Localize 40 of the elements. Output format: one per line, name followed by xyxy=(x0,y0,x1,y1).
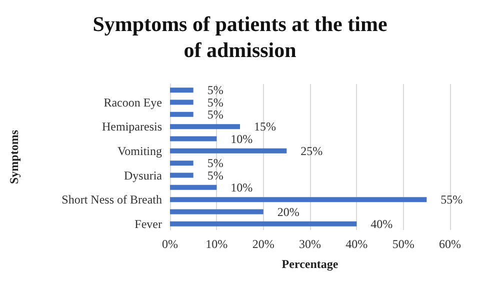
data-label: 5% xyxy=(207,83,224,98)
data-label: 5% xyxy=(207,95,224,110)
y-tick-label: Dysuria xyxy=(124,168,163,182)
data-label: 5% xyxy=(207,107,224,122)
x-tick-label: 10% xyxy=(206,237,228,251)
bar xyxy=(170,148,287,154)
bar xyxy=(170,209,264,214)
bar xyxy=(170,197,427,202)
bar xyxy=(170,172,194,178)
bar xyxy=(170,100,194,105)
data-label: 5% xyxy=(207,156,224,170)
bar xyxy=(170,221,357,226)
bar xyxy=(170,160,194,166)
bar xyxy=(170,124,240,130)
data-label: 20% xyxy=(277,204,300,219)
data-label: 10% xyxy=(230,132,253,146)
x-tick-label: 60% xyxy=(439,237,461,251)
bar xyxy=(170,136,217,142)
data-label: 15% xyxy=(254,120,276,134)
bar xyxy=(170,184,217,190)
data-label: 25% xyxy=(300,144,323,158)
x-tick-label: 30% xyxy=(299,237,321,251)
chart-title: Symptoms of patients at the time of admission xyxy=(92,12,388,62)
x-tick-label: 0% xyxy=(162,237,178,251)
data-label: 55% xyxy=(440,192,463,207)
y-tick-label: Racoon Eye xyxy=(104,95,162,110)
data-label: 10% xyxy=(230,180,253,194)
data-label: 40% xyxy=(370,216,393,231)
y-tick-label: Short Ness of Breath xyxy=(62,192,162,207)
x-tick-label: 40% xyxy=(346,237,368,251)
x-tick-label: 50% xyxy=(392,237,414,251)
y-axis-title: Symptoms xyxy=(7,130,21,184)
y-tick-label: Fever xyxy=(134,216,162,231)
x-tick-label: 20% xyxy=(252,237,274,251)
data-label: 5% xyxy=(207,168,224,182)
x-axis-title: Percentage xyxy=(282,257,339,271)
y-tick-label: Vomiting xyxy=(118,144,162,158)
y-tick-label: Hemiparesis xyxy=(102,120,162,134)
bar xyxy=(170,112,194,117)
bar xyxy=(170,88,194,93)
